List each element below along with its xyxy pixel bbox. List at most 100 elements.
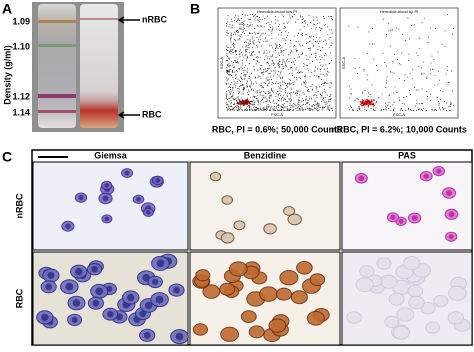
event-dot: [229, 109, 231, 111]
event-dot: [258, 108, 260, 109]
event-dot: [284, 81, 285, 83]
event-dot: [240, 18, 242, 19]
event-dot: [280, 45, 281, 46]
event-dot: [353, 109, 354, 111]
event-dot: [234, 60, 235, 61]
event-dot: [233, 107, 235, 109]
event-dot: [259, 94, 261, 96]
cell: [220, 232, 235, 244]
event-dot: [280, 34, 282, 36]
event-dot: [285, 39, 287, 41]
event-dot: [283, 99, 285, 101]
event-dot: [381, 109, 383, 111]
event-dot: [260, 78, 262, 80]
cell: [229, 261, 248, 277]
event-dot: [251, 38, 253, 40]
event-dot: [330, 107, 332, 109]
arrow: [117, 111, 140, 119]
event-dot: [299, 107, 301, 109]
event-dot: [253, 96, 255, 97]
event-dot: [233, 62, 235, 63]
event-dot: [227, 106, 229, 108]
event-dot: [301, 19, 303, 20]
event-dot: [314, 57, 316, 58]
event-dot: [402, 34, 404, 35]
event-dot: [326, 26, 328, 28]
event-dot: [326, 74, 328, 76]
event-dot: [404, 103, 405, 105]
event-dot: [266, 100, 268, 102]
event-dot: [252, 51, 253, 53]
event-dot: [255, 33, 257, 35]
event-dot: [357, 26, 359, 28]
plot-title: Hemolide-blood low PI: [257, 9, 297, 14]
event-dot: [263, 95, 265, 97]
event-dot: [371, 103, 373, 105]
event-dot: [245, 100, 247, 102]
event-dot: [284, 90, 286, 92]
event-dot: [322, 41, 324, 43]
event-dot: [269, 51, 270, 53]
event-dot: [259, 109, 261, 110]
event-dot: [406, 96, 407, 98]
event-dot: [292, 106, 294, 108]
event-dot: [396, 92, 398, 93]
event-dot: [325, 104, 327, 105]
event-dot: [271, 70, 272, 72]
event-dot: [418, 109, 420, 110]
event-dot: [242, 29, 244, 31]
event-dot: [308, 41, 310, 43]
event-dot: [323, 59, 325, 61]
event-dot: [389, 106, 391, 108]
event-dot: [269, 98, 271, 99]
event-dot: [299, 106, 301, 107]
event-dot: [253, 43, 254, 45]
nucleus: [45, 283, 53, 291]
event-dot: [246, 110, 248, 111]
event-dot: [304, 76, 306, 78]
event-dot: [405, 40, 406, 41]
event-dot: [328, 71, 330, 73]
event-dot: [363, 100, 365, 102]
event-dot: [279, 64, 280, 66]
event-dot: [256, 55, 258, 57]
event-dot: [242, 84, 243, 86]
event-dot: [313, 107, 315, 108]
event-dot: [235, 51, 236, 53]
event-dot: [226, 50, 228, 52]
event-dot: [447, 84, 449, 86]
event-dot: [309, 104, 310, 105]
column-header: PAS: [398, 150, 416, 160]
event-dot: [324, 75, 326, 77]
event-dot: [284, 110, 286, 111]
event-dot: [257, 16, 258, 17]
event-dot: [233, 109, 234, 111]
event-dot: [318, 46, 320, 47]
event-dot: [331, 108, 333, 109]
event-dot: [304, 20, 306, 21]
event-dot: [281, 68, 283, 70]
arrow-label: nRBC: [142, 14, 167, 24]
event-dot: [316, 87, 318, 88]
event-dot: [234, 74, 236, 76]
event-dot: [294, 76, 295, 78]
event-dot: [259, 68, 261, 70]
event-dot: [236, 83, 238, 84]
event-dot: [411, 25, 412, 26]
event-dot: [282, 107, 284, 108]
plot-frame: [217, 7, 337, 119]
cell: [448, 285, 467, 301]
event-dot: [426, 98, 428, 100]
event-dot: [271, 82, 273, 84]
event-dot: [249, 108, 250, 110]
event-dot: [267, 68, 268, 69]
event-dot: [408, 53, 410, 55]
cell: [248, 325, 265, 339]
event-dot: [367, 106, 369, 108]
event-dot: [296, 79, 298, 81]
event-dot: [382, 18, 384, 20]
event-dot: [249, 19, 251, 20]
row-label: RBC: [14, 288, 24, 308]
event-dot: [239, 86, 240, 87]
event-dot: [260, 92, 262, 94]
